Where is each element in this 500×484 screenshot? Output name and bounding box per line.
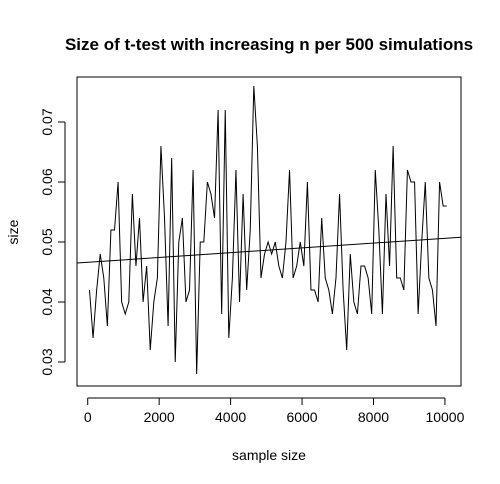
chart-title: Size of t-test with increasing n per 500…	[65, 35, 473, 54]
series-line	[89, 85, 447, 375]
x-axis-label: sample size	[232, 447, 306, 463]
y-axis-label: size	[5, 219, 21, 244]
y-tick-label: 0.04	[39, 288, 55, 315]
y-tick-label: 0.07	[39, 108, 55, 135]
x-tick-label: 8000	[358, 409, 389, 425]
x-tick-label: 0	[84, 409, 92, 425]
trend-line	[76, 236, 462, 264]
series-group	[76, 85, 462, 375]
y-tick-label: 0.03	[39, 348, 55, 375]
x-tick-label: 2000	[144, 409, 175, 425]
x-axis: 0 2000 4000 6000 8000 10000	[84, 397, 465, 425]
x-tick-label: 6000	[286, 409, 317, 425]
x-tick-label: 4000	[215, 409, 246, 425]
y-axis: 0.03 0.04 0.05 0.06 0.07	[39, 108, 66, 376]
x-tick-label: 10000	[425, 409, 464, 425]
y-tick-label: 0.05	[39, 228, 55, 255]
plot-box	[76, 76, 462, 387]
y-tick-label: 0.06	[39, 168, 55, 195]
